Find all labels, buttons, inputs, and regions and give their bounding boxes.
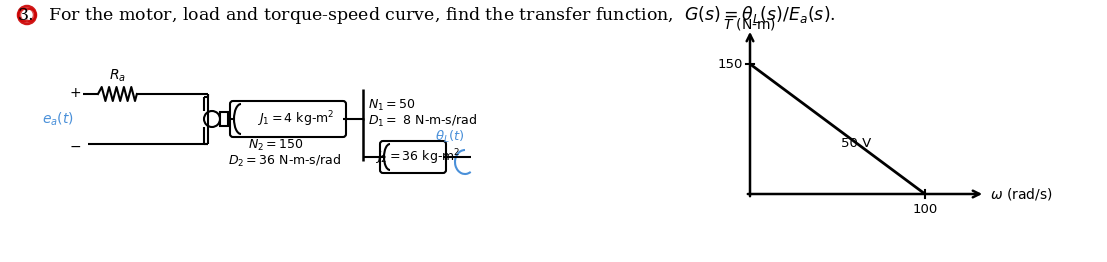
Text: 3.: 3. — [18, 7, 34, 24]
Text: $J_1 = 4$ kg-m$^2$: $J_1 = 4$ kg-m$^2$ — [257, 109, 334, 129]
Text: $N_1 = 50$: $N_1 = 50$ — [368, 97, 416, 113]
FancyBboxPatch shape — [380, 141, 446, 173]
Text: $e_a(t)$: $e_a(t)$ — [42, 110, 74, 128]
Text: $D_1 =$ 8 N-m-s/rad: $D_1 =$ 8 N-m-s/rad — [368, 113, 477, 129]
FancyBboxPatch shape — [230, 101, 346, 137]
Text: 150: 150 — [717, 57, 743, 70]
Text: $+$: $+$ — [69, 86, 81, 100]
Text: $N_2 = 150$: $N_2 = 150$ — [248, 138, 303, 152]
Text: $R_a$: $R_a$ — [108, 68, 126, 84]
Text: $\omega$ (rad/s): $\omega$ (rad/s) — [990, 186, 1053, 202]
Text: $T$ (N-m): $T$ (N-m) — [724, 16, 777, 32]
Circle shape — [204, 111, 220, 127]
Text: 100: 100 — [912, 203, 938, 216]
Text: $J_2 = 36$ kg-m$^2$: $J_2 = 36$ kg-m$^2$ — [375, 147, 461, 167]
Text: $-$: $-$ — [69, 139, 81, 153]
Text: For the motor, load and torque-speed curve, find the transfer function,  $G(s) =: For the motor, load and torque-speed cur… — [48, 4, 836, 26]
Text: $D_2 = 36$ N-m-s/rad: $D_2 = 36$ N-m-s/rad — [228, 153, 341, 169]
Text: $\theta_L(t)$: $\theta_L(t)$ — [435, 129, 465, 145]
Text: 50 V: 50 V — [840, 137, 871, 150]
Bar — [220, 112, 228, 126]
